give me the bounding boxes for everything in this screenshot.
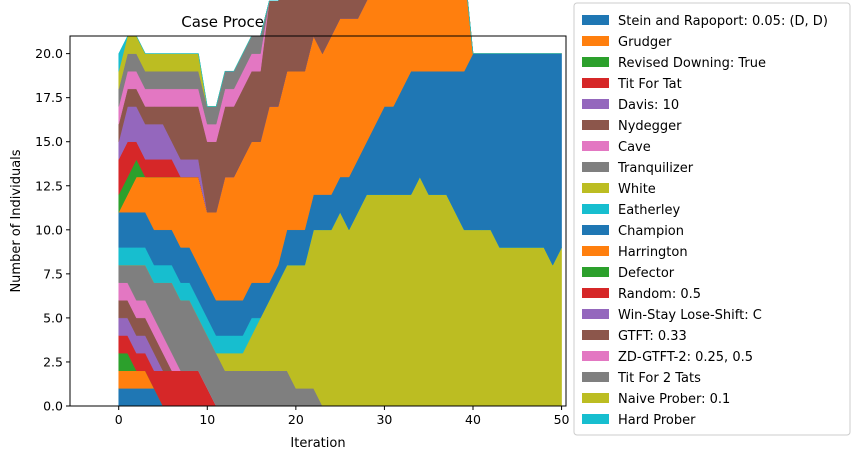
legend-label-tit-for-2-tats: Tit For 2 Tats: [617, 371, 701, 386]
legend-swatch-naive-prober-0-1: [582, 393, 609, 403]
y-tick-label: 10.0: [35, 222, 63, 237]
legend-swatch-tranquilizer: [582, 162, 609, 172]
legend-label-davis-10: Davis: 10: [618, 98, 679, 113]
x-axis-ticks: 0 10 20 30 40 50: [115, 406, 570, 427]
y-tick-label: 20.0: [35, 46, 63, 61]
legend-label-hard-prober: Hard Prober: [618, 413, 696, 428]
legend-swatch-champion: [582, 225, 609, 235]
legend-label-random-0-5: Random: 0.5: [618, 287, 701, 302]
x-tick-label: 50: [554, 412, 570, 427]
legend-swatch-harrington: [582, 246, 609, 256]
x-axis-label: Iteration: [290, 436, 345, 451]
y-axis-label: Number of Individuals: [9, 149, 24, 292]
legend-swatch-hard-prober: [582, 414, 609, 424]
legend-label-revised-downing-true: Revised Downing: True: [618, 56, 766, 71]
legend-swatch-grudger: [582, 36, 609, 46]
legend-label-defector: Defector: [618, 266, 675, 281]
legend-swatch-gtft-0-33: [582, 330, 609, 340]
y-tick-label: 7.5: [43, 266, 63, 281]
legend: Stein and Rapoport: 0.05: (D, D) Grudger R…: [573, 2, 851, 436]
legend-swatch-revised-downing-true: [582, 57, 609, 67]
x-tick-label: 40: [465, 412, 481, 427]
x-tick-label: 10: [199, 412, 215, 427]
legend-swatch-tit-for-2-tats: [582, 372, 609, 382]
legend-swatch-white: [582, 183, 609, 193]
legend-label-grudger: Grudger: [618, 35, 672, 50]
y-tick-label: 0.0: [43, 399, 63, 414]
legend-label-naive-prober-0-1: Naive Prober: 0.1: [618, 392, 730, 407]
legend-swatch-zd-gtft-2-0-25-0-5: [582, 351, 609, 361]
legend-label-eatherley: Eatherley: [618, 203, 680, 218]
legend-swatch-defector: [582, 267, 609, 277]
y-tick-label: 17.5: [35, 90, 63, 105]
legend-swatch-stein-and-rapoport-0-05-d-d: [582, 15, 609, 25]
legend-label-tit-for-tat: Tit For Tat: [617, 77, 682, 92]
y-tick-label: 15.0: [35, 134, 63, 149]
legend-label-tranquilizer: Tranquilizer: [617, 161, 694, 176]
legend-label-harrington: Harrington: [618, 245, 688, 260]
legend-label-win-stay-lose-shift-c: Win-Stay Lose-Shift: C: [618, 308, 762, 323]
legend-swatch-tit-for-tat: [582, 78, 609, 88]
y-tick-label: 2.5: [43, 354, 63, 369]
y-tick-label: 12.5: [35, 178, 63, 193]
legend-label-zd-gtft-2-0-25-0-5: ZD-GTFT-2: 0.25, 0.5: [618, 350, 753, 365]
legend-swatch-cave: [582, 141, 609, 151]
legend-label-cave: Cave: [618, 140, 651, 155]
legend-swatch-random-0-5: [582, 288, 609, 298]
y-tick-label: 5.0: [43, 310, 63, 325]
legend-box: [573, 2, 851, 436]
legend-swatch-nydegger: [582, 120, 609, 130]
x-tick-label: 0: [115, 412, 123, 427]
legend-swatch-davis-10: [582, 99, 609, 109]
x-tick-label: 30: [376, 412, 392, 427]
stacked-areas: [118, 0, 562, 407]
x-tick-label: 20: [288, 412, 304, 427]
y-axis-ticks: 0.0 2.5 5.0 7.5 10.0 12.5 15.0 17.5 20.0: [35, 46, 70, 414]
legend-swatch-win-stay-lose-shift-c: [582, 309, 609, 319]
legend-label-gtft-0-33: GTFT: 0.33: [618, 329, 687, 344]
legend-label-stein-and-rapoport-0-05-d-d: Stein and Rapoport: 0.05: (D, D): [618, 14, 828, 29]
plot-frame: [69, 35, 567, 407]
legend-label-white: White: [618, 182, 656, 197]
legend-label-champion: Champion: [618, 224, 684, 239]
legend-swatch-eatherley: [582, 204, 609, 214]
legend-label-nydegger: Nydegger: [618, 119, 682, 134]
